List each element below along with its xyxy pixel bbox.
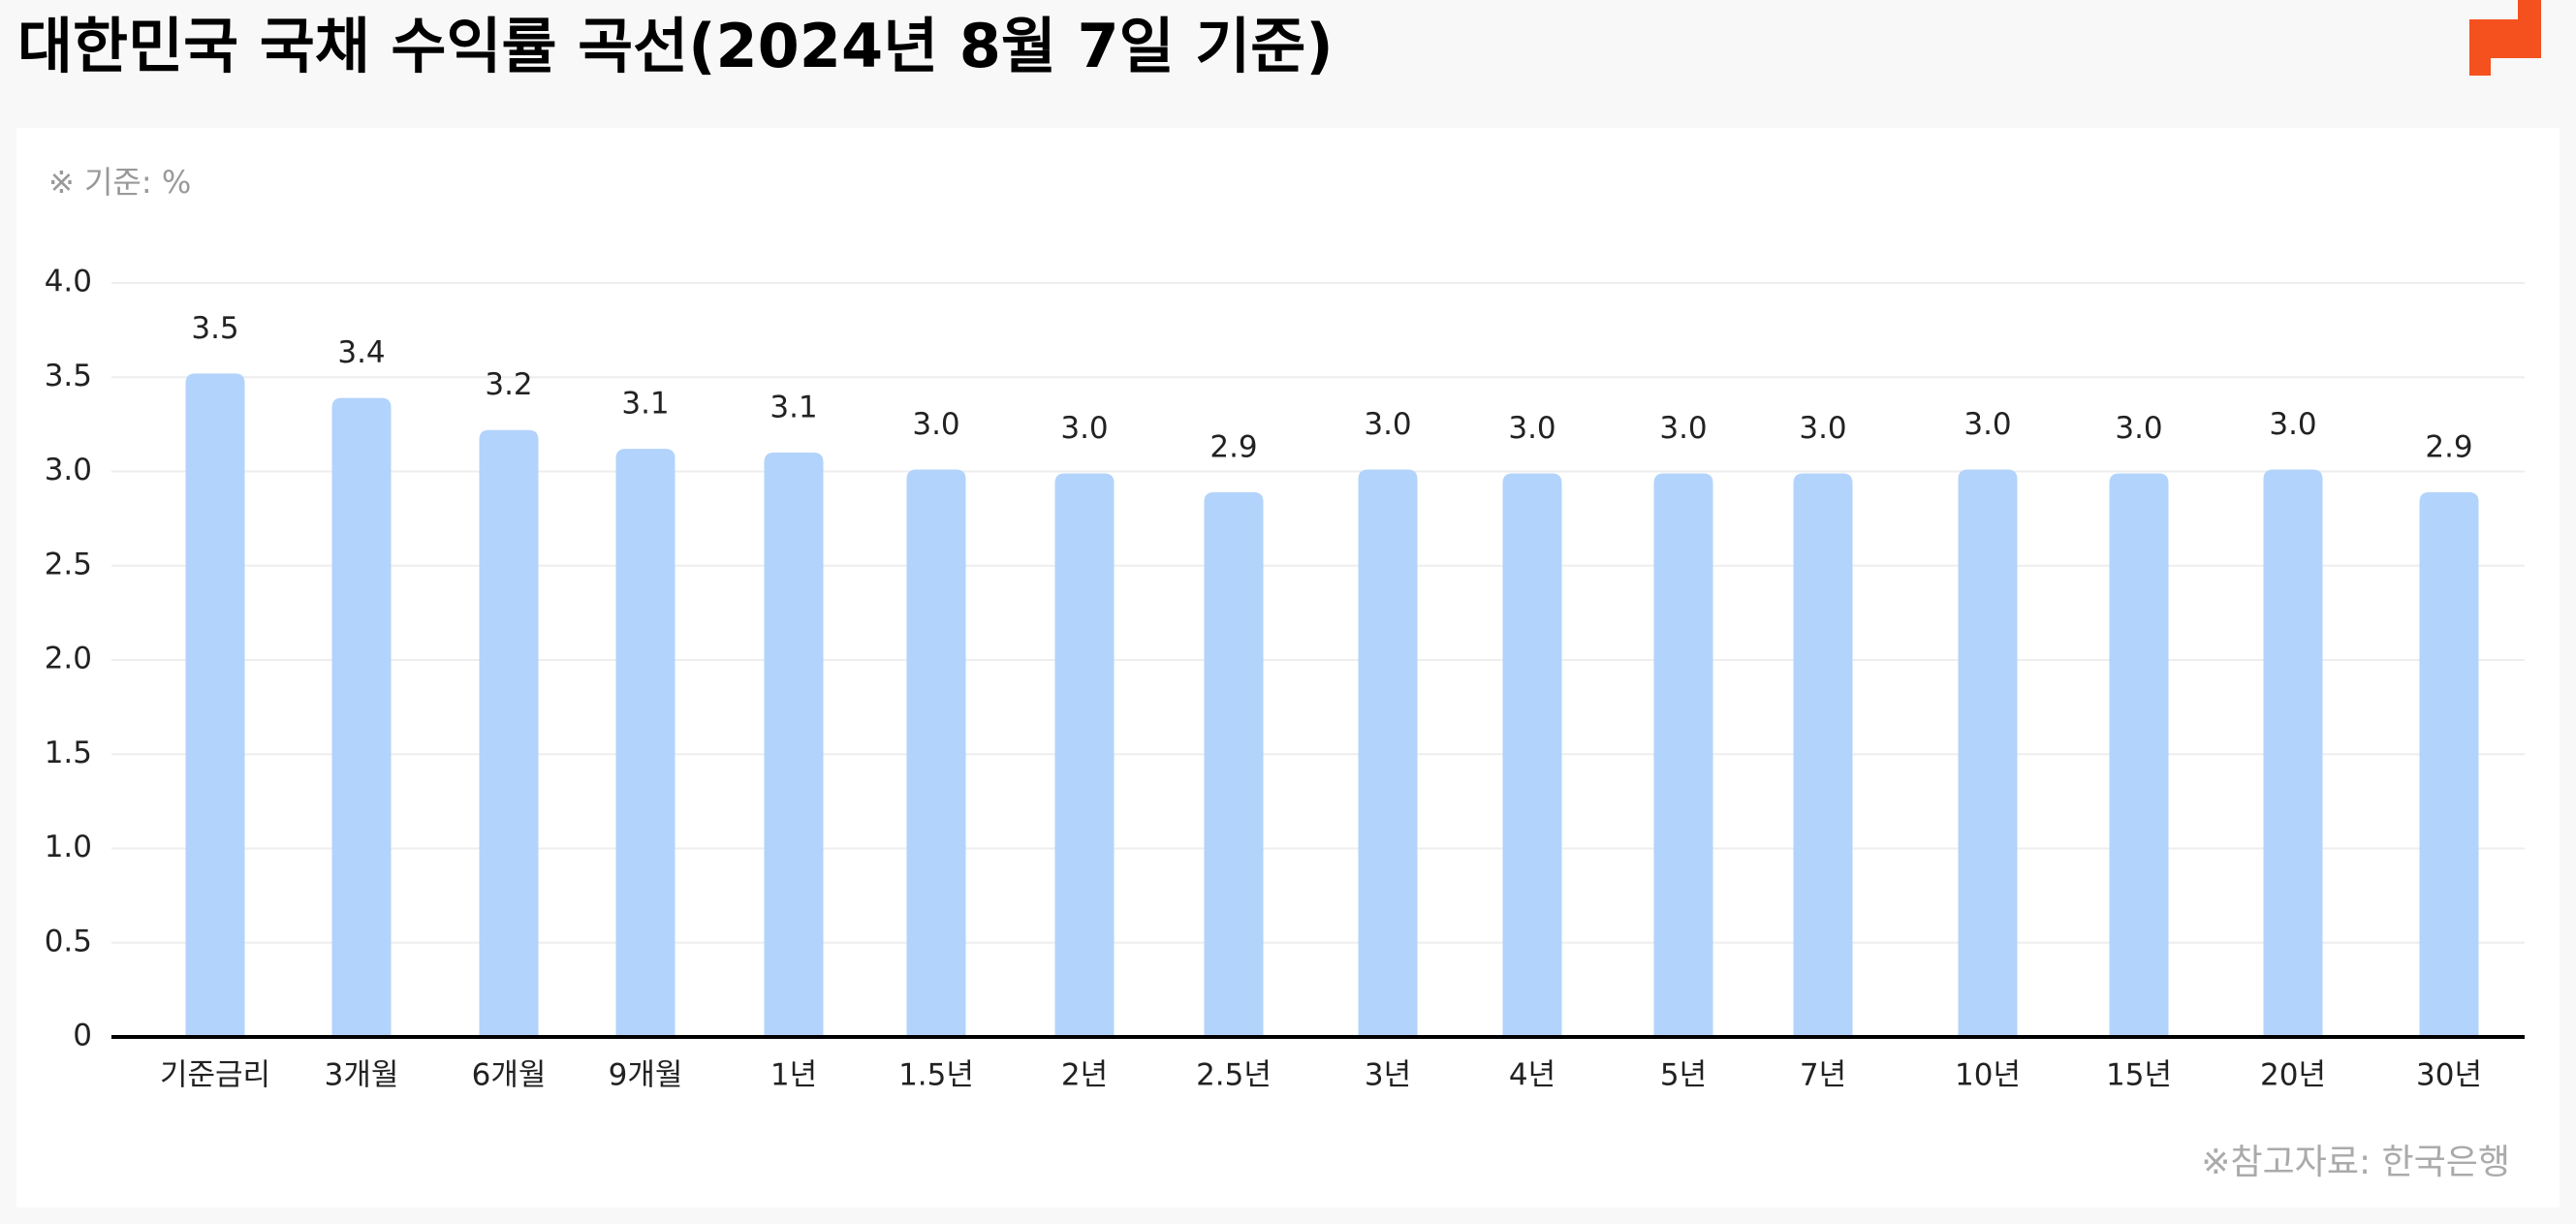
bar (1793, 473, 1853, 1037)
y-tick-label: 1.0 (45, 830, 92, 864)
y-tick-label: 4.0 (45, 265, 92, 299)
x-tick-label: 2.5년 (1196, 1058, 1272, 1093)
value-label: 2.9 (1209, 429, 1257, 464)
x-tick-label: 5년 (1660, 1058, 1707, 1093)
x-tick-label: 3년 (1365, 1058, 1411, 1093)
value-label: 3.1 (621, 387, 669, 422)
value-label: 3.0 (1508, 411, 1555, 446)
x-tick-label: 7년 (1800, 1058, 1846, 1093)
logo (2469, 0, 2541, 76)
unit-note: ※ 기준: % (48, 164, 191, 201)
bar (1653, 473, 1713, 1037)
y-tick-label: 2.5 (45, 547, 92, 581)
value-label: 3.0 (1659, 411, 1707, 446)
x-tick-label: 2년 (1061, 1058, 1108, 1093)
value-label: 3.1 (770, 391, 817, 425)
source-note: ※참고자료: 한국은행 (2201, 1143, 2510, 1182)
value-label: 2.9 (2425, 429, 2472, 464)
y-tick-label: 2.0 (45, 642, 92, 676)
y-tick-label: 3.5 (45, 359, 92, 393)
value-label: 3.2 (485, 367, 532, 402)
bar (479, 429, 539, 1038)
x-tick-label: 3개월 (325, 1058, 399, 1093)
x-tick-label: 10년 (1955, 1058, 2021, 1093)
value-label: 3.4 (337, 335, 385, 370)
bar (1502, 473, 1562, 1037)
x-tick-label: 15년 (2106, 1058, 2172, 1093)
bar (1204, 491, 1264, 1037)
value-label: 3.5 (191, 311, 238, 346)
bar (2263, 469, 2323, 1037)
x-tick-label: 20년 (2260, 1058, 2326, 1093)
bar (331, 397, 392, 1037)
bar (2419, 491, 2479, 1037)
value-label: 3.0 (2269, 407, 2316, 442)
x-tick-label: 6개월 (472, 1058, 547, 1093)
bar (185, 373, 245, 1037)
bar (1358, 469, 1418, 1037)
bar (906, 469, 966, 1037)
value-label: 3.0 (912, 407, 959, 442)
x-tick-label: 9개월 (609, 1058, 683, 1093)
x-tick-label: 30년 (2416, 1058, 2482, 1093)
value-label: 3.0 (1364, 407, 1411, 442)
bar (1958, 469, 2018, 1037)
y-tick-label: 0.5 (45, 924, 92, 958)
bar (1054, 473, 1115, 1037)
x-tick-label: 1.5년 (898, 1058, 974, 1093)
x-tick-label: 기준금리 (160, 1058, 270, 1093)
page-title: 대한민국 국채 수익률 곡선(2024년 8월 7일 기준) (17, 11, 1334, 81)
x-tick-label: 4년 (1509, 1058, 1555, 1093)
value-label: 3.0 (1963, 407, 2011, 442)
value-label: 3.0 (1799, 411, 1846, 446)
x-tick-label: 1년 (770, 1058, 817, 1093)
y-tick-label: 1.5 (45, 736, 92, 770)
chart-panel (16, 128, 2560, 1208)
bar (615, 449, 675, 1037)
value-label: 3.0 (1060, 411, 1108, 446)
y-tick-label: 0 (73, 1019, 92, 1053)
value-label: 3.0 (2115, 411, 2162, 446)
y-tick-label: 3.0 (45, 453, 92, 487)
bar (2109, 473, 2169, 1037)
bar (764, 453, 824, 1037)
